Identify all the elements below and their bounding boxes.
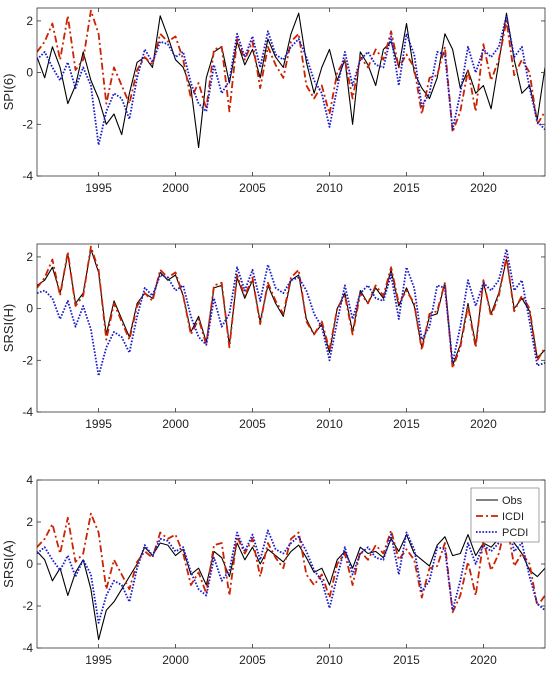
chart-panel-3: 1995 2000 2005 2010 2015 2020 -4 -2 0 2 4 SRSI(A) Ob… xyxy=(1,473,546,667)
x-tick-label: 2005 xyxy=(239,417,266,431)
legend-label-obs: Obs xyxy=(502,495,523,507)
legend: Obs ICDI PCDI xyxy=(470,487,540,543)
x-tick-label: 2000 xyxy=(162,181,189,195)
x-tick-label: 2010 xyxy=(316,653,343,667)
y-tick-label: 0 xyxy=(26,302,33,316)
x-tick-label: 2005 xyxy=(239,181,266,195)
x-tick-label: 2000 xyxy=(162,653,189,667)
y-tick-label: 2 xyxy=(26,515,33,529)
series-line-pcdi xyxy=(37,516,545,624)
y-tick-label: -2 xyxy=(22,117,33,131)
y-tick-label: 4 xyxy=(26,473,33,487)
y-axis-label: SRSI(H) xyxy=(1,304,16,352)
x-tick-label: 2020 xyxy=(470,653,497,667)
series-line-obs xyxy=(37,12,545,149)
series-line-icdi xyxy=(37,9,545,134)
y-tick-label: 2 xyxy=(26,14,33,28)
series-line-obs xyxy=(37,523,545,641)
legend-label-pcdi: PCDI xyxy=(502,527,528,539)
legend-box xyxy=(470,487,540,543)
x-tick-label: 2020 xyxy=(470,181,497,195)
x-tick-label: 2015 xyxy=(393,653,420,667)
x-tick-label: 2020 xyxy=(470,417,497,431)
x-tick-label: 1995 xyxy=(85,653,112,667)
y-tick-label: -2 xyxy=(22,353,33,367)
x-tick-label: 2010 xyxy=(316,181,343,195)
y-axis-label: SRSI(A) xyxy=(1,540,16,588)
y-tick-label: -2 xyxy=(22,599,33,613)
axes-box xyxy=(36,7,546,177)
y-tick-label: -4 xyxy=(22,169,33,183)
x-tick-label: 2005 xyxy=(239,653,266,667)
x-tick-label: 2010 xyxy=(316,417,343,431)
series-group xyxy=(37,512,545,641)
chart-panel-1: 1995 2000 2005 2010 2015 2020 -4 -2 0 2 SPI(6) xyxy=(1,7,546,195)
x-tick-label: 1995 xyxy=(85,417,112,431)
y-tick-label: 0 xyxy=(26,557,33,571)
series-line-pcdi xyxy=(37,248,545,377)
series-line-icdi xyxy=(37,245,545,370)
x-tick-label: 1995 xyxy=(85,181,112,195)
y-axis-label: SPI(6) xyxy=(1,74,16,111)
x-tick-label: 2015 xyxy=(393,181,420,195)
y-tick-label: -4 xyxy=(22,641,33,655)
legend-label-icdi: ICDI xyxy=(502,511,524,523)
y-tick-label: -4 xyxy=(22,405,33,419)
chart-panel-2: 1995 2000 2005 2010 2015 2020 -4 -2 0 2 SRSI(H) xyxy=(1,243,546,431)
y-tick-label: 2 xyxy=(26,250,33,264)
x-tick-label: 2015 xyxy=(393,417,420,431)
series-group xyxy=(37,9,545,149)
series-group xyxy=(37,245,545,377)
series-line-obs xyxy=(37,248,545,367)
y-tick-label: 0 xyxy=(26,66,33,80)
series-line-icdi xyxy=(37,512,545,614)
axes-box xyxy=(36,243,546,413)
x-tick-label: 2000 xyxy=(162,417,189,431)
